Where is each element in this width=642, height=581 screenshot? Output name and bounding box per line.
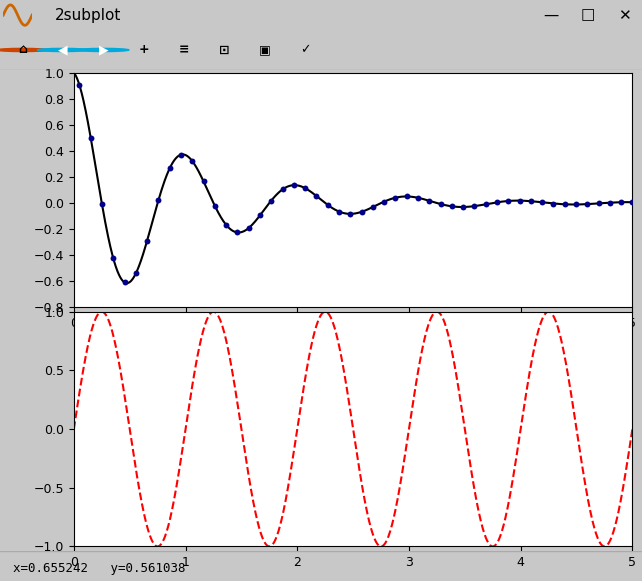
Point	[582, 199, 593, 209]
Point	[176, 150, 186, 159]
Point	[537, 198, 547, 207]
Point	[74, 80, 85, 89]
Point	[526, 196, 536, 206]
Point	[232, 228, 243, 237]
Point	[514, 196, 525, 205]
Point	[289, 181, 299, 190]
Point	[424, 196, 435, 206]
Text: x=0.655242   y=0.561038: x=0.655242 y=0.561038	[13, 562, 186, 575]
Point	[447, 202, 457, 211]
Text: ✓: ✓	[300, 44, 311, 56]
Point	[368, 202, 378, 211]
Point	[480, 200, 490, 209]
Point	[469, 202, 480, 211]
Point	[548, 199, 559, 208]
Text: ◀: ◀	[58, 44, 67, 56]
Point	[255, 211, 265, 220]
Circle shape	[78, 48, 129, 52]
Point	[379, 197, 389, 206]
Point	[593, 199, 603, 208]
Point	[97, 200, 107, 209]
Point	[119, 278, 130, 287]
Text: 2subplot: 2subplot	[55, 8, 121, 23]
Point	[243, 223, 254, 232]
Text: ≡: ≡	[179, 44, 189, 56]
Point	[571, 200, 581, 209]
Point	[164, 164, 175, 173]
Point	[560, 200, 570, 209]
Text: ⌂: ⌂	[18, 44, 27, 56]
Point	[503, 196, 514, 206]
Text: +: +	[139, 44, 149, 56]
Point	[627, 198, 638, 207]
Point	[131, 269, 141, 278]
Point	[401, 192, 412, 201]
Point	[356, 207, 367, 217]
Point	[435, 199, 446, 209]
Point	[85, 133, 96, 142]
Point	[142, 236, 152, 245]
Text: ▣: ▣	[259, 44, 271, 56]
Point	[492, 198, 502, 207]
Point	[345, 209, 356, 218]
Text: ⊡: ⊡	[220, 44, 230, 56]
Point	[390, 193, 401, 202]
Point	[616, 198, 626, 207]
Point	[300, 184, 310, 193]
Point	[311, 191, 322, 200]
Text: —: —	[543, 8, 559, 23]
Point	[458, 202, 468, 211]
Point	[322, 200, 333, 210]
Point	[277, 185, 288, 194]
Text: □: □	[580, 8, 594, 23]
Point	[210, 201, 220, 210]
Point	[187, 156, 197, 166]
Point	[605, 198, 615, 207]
Point	[413, 193, 423, 202]
Circle shape	[37, 48, 89, 52]
Point	[108, 254, 118, 263]
Point	[198, 177, 209, 186]
Text: ✕: ✕	[618, 8, 630, 23]
Point	[153, 196, 164, 205]
Point	[266, 196, 277, 205]
Point	[221, 220, 231, 229]
Text: ▶: ▶	[99, 44, 108, 56]
Point	[334, 207, 344, 216]
Circle shape	[0, 48, 48, 52]
